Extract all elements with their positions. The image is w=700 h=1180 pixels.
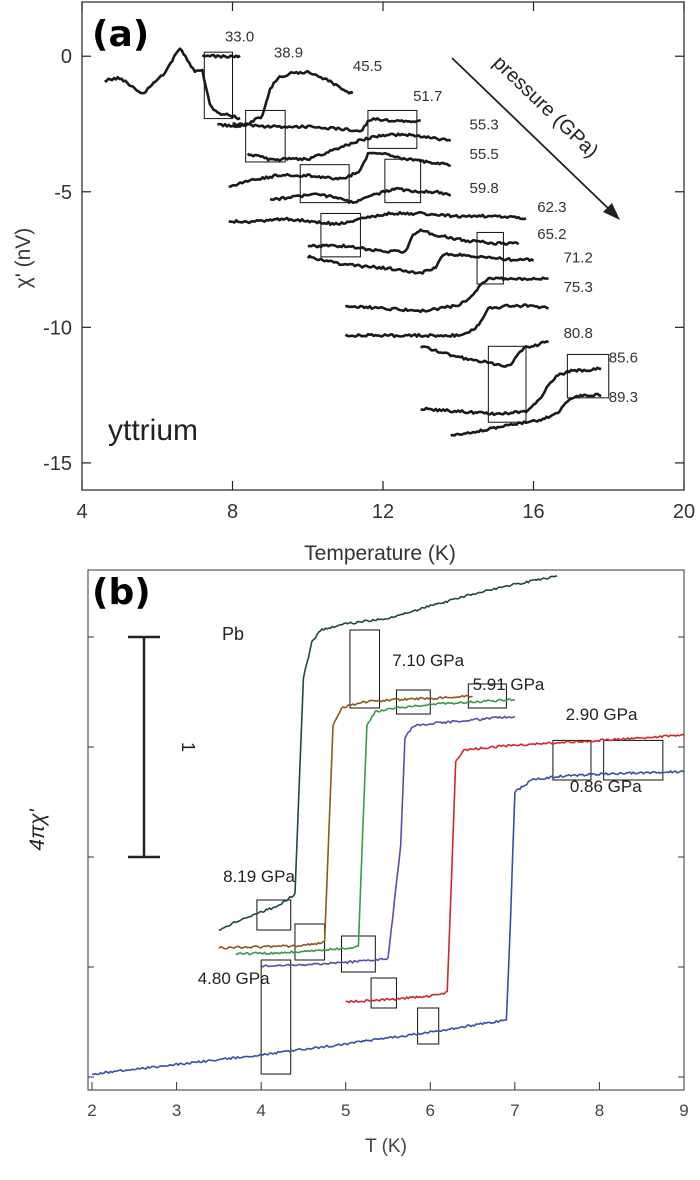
panel-b-x-tick-label: 4 [256,1101,265,1120]
panel-b-highlight-box [417,1007,440,1045]
panel-b-x-tick-label: 2 [87,1101,96,1120]
panel-a-y-tick-label: -10 [43,317,72,339]
panel-a-series-label: 65.2 [537,226,566,243]
panel-a-x-axis-label: Temperature (K) [304,542,456,565]
panel-a-y-tick-label: 0 [61,46,72,68]
panel-a-x-tick-label: 16 [522,501,544,523]
panel-b-series [91,575,685,1076]
panel-b-x-tick-label: 5 [341,1101,350,1120]
panel-b-frame [87,569,685,1091]
panel-a-series-line [217,69,354,129]
panel-b-series-line [345,733,685,1004]
panel-a-series-line [420,366,602,417]
panel-a-series-label: 38.9 [274,45,303,62]
panel-a-x-tick-label: 8 [227,501,238,523]
panel-a-highlight-box [320,212,361,258]
panel-b: 2 3 4 5 6 7 8 9 8.19 GPa 7.10 GPa 5.91 GPa 2.90 GP… [26,569,689,1157]
panel-a-series-line [201,53,241,59]
panel-a-series-line [419,340,550,368]
scale-bar: 1 [128,635,198,859]
panel-a-highlight-box [245,109,286,163]
panel-a-series-label: 33.0 [225,28,254,45]
panel-a-annotation: yttrium [108,414,198,447]
panel-b-highlight-box [603,739,664,781]
panel-a-series-label: 55.3 [470,116,499,133]
panel-a-series-line [307,228,520,254]
panel-b-series-line [235,698,516,956]
panel-a-x-tick-label: 20 [673,501,695,523]
panel-a-highlight-box [299,164,350,204]
panel-a-series-label: 62.3 [537,199,566,216]
panel-b-series-label: 2.90 GPa [566,705,638,724]
panel-a-series-label: 59.8 [470,180,499,197]
panel-a-series-labels: 33.0 38.9 45.5 51.7 55.3 55.5 59.8 62.3 65.2 71.2… [225,28,638,406]
panel-b-axes: 2 3 4 5 6 7 8 9 [87,636,689,1120]
panel-b-series-label: 7.10 GPa [392,651,464,670]
scale-bar-label: 1 [178,742,198,752]
panel-a: 4 8 12 16 20 0 -5 -10 -15 33.0 38.9 45.5 51.7 55.3 55… [12,1,695,565]
panel-a-series-label: 89.3 [609,389,638,406]
panel-b-series-label: 5.91 GPa [473,675,545,694]
panel-b-highlight-box [294,923,326,961]
panel-b-series-label: 8.19 GPa [223,867,295,886]
panel-a-label: (a) [92,14,149,55]
panel-b-series-line [218,575,558,931]
panel-a-y-axis-label: χ' (nV) [12,228,35,289]
panel-b-highlight-box [552,739,592,781]
panel-b-series-line [218,694,473,950]
panel-b-annotation: Pb [222,624,244,644]
panel-a-series-line [269,186,452,204]
panel-b-x-tick-label: 8 [595,1101,604,1120]
panel-a-highlight-box [566,353,610,399]
panel-b-x-tick-label: 9 [679,1101,688,1120]
panel-b-x-tick-label: 6 [426,1101,435,1120]
panel-a-series-line [104,47,241,121]
panel-a-series-label: 45.5 [353,58,382,75]
panel-a-series-label: 75.3 [564,279,593,296]
panel-b-series-label: 0.86 GPa [570,777,642,796]
panel-a-highlight-box [487,345,527,423]
panel-a-series [104,47,602,437]
panel-b-series-line [260,715,516,968]
panel-a-series-line [228,210,527,226]
panel-b-series-line [91,770,685,1076]
panel-a-series-label: 51.7 [413,88,442,105]
panel-a-y-tick-label: -5 [54,182,72,204]
panel-b-y-axis-label: 4πχ' [26,808,49,850]
panel-a-series-label: 55.5 [470,146,499,163]
panel-a-series-line [450,392,602,437]
panel-a-series-line [306,252,535,275]
panel-a-x-tick-label: 4 [76,501,87,523]
panel-a-series-line [228,151,451,188]
panel-b-x-tick-label: 3 [172,1101,181,1120]
panel-a-series-line [246,132,452,162]
panel-b-x-axis-label: T (K) [365,1136,407,1157]
panel-a-series-line [232,117,422,133]
panel-b-series-label: 4.80 GPa [198,969,270,988]
panel-b-highlight-box [256,899,292,931]
panel-a-series-label: 80.8 [564,325,593,342]
panel-a-series-label: 85.6 [609,350,638,367]
panel-a-axes: 4 8 12 16 20 0 -5 -10 -15 [43,2,695,523]
panel-b-label: (b) [92,572,151,613]
panel-b-series-labels: 8.19 GPa 7.10 GPa 5.91 GPa 2.90 GPa 0.86 GPa… [198,651,642,988]
panel-b-highlight-box [260,959,292,1075]
panel-a-series-line [345,276,549,314]
panel-a-highlight-box [384,158,422,204]
panel-b-highlight-box [370,977,397,1009]
panel-a-series-label: 71.2 [564,249,593,266]
panel-a-y-tick-label: -15 [43,453,72,475]
panel-a-x-tick-label: 12 [372,501,394,523]
panel-b-highlight-box [395,689,431,715]
panel-a-highlight-box [203,51,233,120]
panel-b-highlight-box [349,629,381,709]
panel-b-x-tick-label: 7 [510,1101,519,1120]
panel-b-boxes [256,629,664,1075]
panel-a-series-line [344,303,549,339]
panel-a-highlight-box [367,109,418,149]
pressure-arrow-label: pressure (GPa) [489,52,603,163]
